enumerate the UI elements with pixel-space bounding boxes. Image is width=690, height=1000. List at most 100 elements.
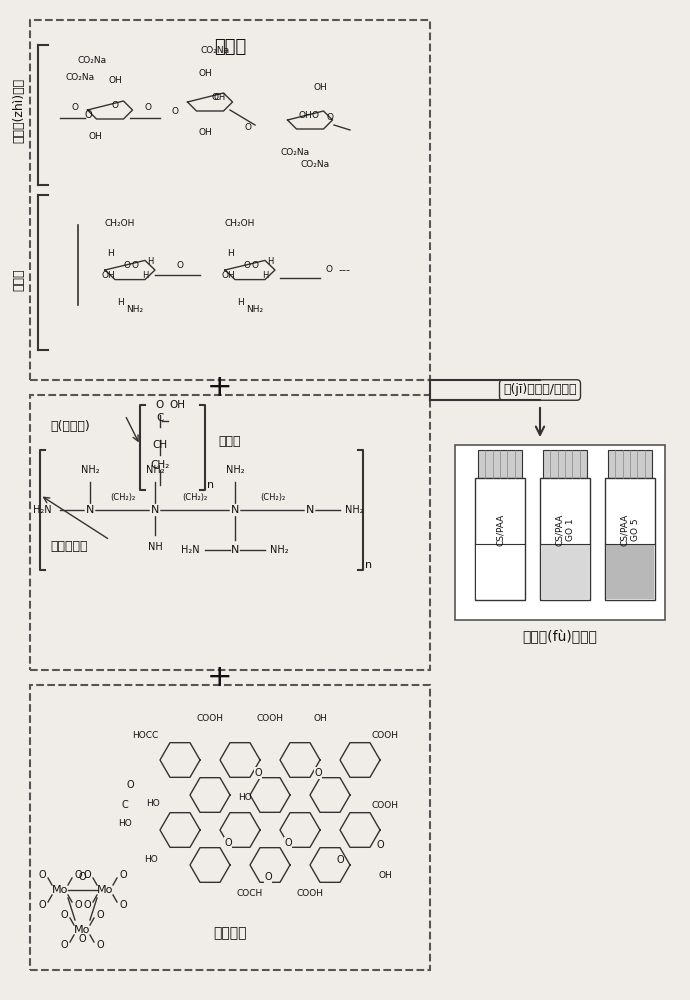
Text: OH: OH (198, 69, 212, 78)
Text: O: O (83, 900, 91, 910)
Text: O: O (96, 940, 104, 950)
Text: CH₂OH: CH₂OH (225, 219, 255, 228)
Text: OH: OH (169, 400, 185, 410)
Text: N: N (86, 505, 95, 515)
Text: O: O (132, 261, 139, 270)
Text: OH: OH (313, 714, 327, 723)
Text: 納米復(fù)合材料: 納米復(fù)合材料 (522, 630, 598, 644)
Text: O: O (111, 101, 118, 110)
Text: 聚合物: 聚合物 (214, 38, 246, 56)
Text: OH: OH (101, 270, 115, 279)
Text: NH: NH (148, 542, 162, 552)
Bar (543, 450, 587, 478)
Bar (605, 478, 655, 600)
Text: CO₂Na: CO₂Na (280, 148, 310, 157)
Text: N: N (306, 505, 314, 515)
Text: O: O (311, 111, 318, 120)
Text: (CH₂)₂: (CH₂)₂ (260, 493, 285, 502)
Text: CH₂OH: CH₂OH (105, 219, 135, 228)
Text: O: O (325, 265, 332, 274)
Text: NH₂: NH₂ (146, 465, 164, 475)
Bar (540, 478, 590, 600)
Text: N: N (151, 505, 159, 515)
Text: O: O (119, 900, 127, 910)
Text: N: N (231, 505, 239, 515)
Bar (608, 450, 652, 478)
Text: O: O (60, 910, 68, 920)
Text: O: O (124, 260, 130, 269)
Text: O: O (78, 872, 86, 882)
Bar (30, 395, 430, 670)
Text: HO: HO (118, 818, 132, 828)
Text: O: O (177, 260, 184, 269)
Text: O: O (75, 900, 82, 910)
Text: CO₂Na: CO₂Na (300, 160, 330, 169)
Text: C: C (121, 800, 128, 810)
Text: n: n (207, 480, 214, 490)
Text: COOH: COOH (297, 889, 324, 898)
Text: H: H (226, 249, 233, 258)
Text: (CH₂)₂: (CH₂)₂ (182, 493, 208, 502)
Text: NH₂: NH₂ (81, 465, 99, 475)
Text: CH: CH (214, 94, 226, 103)
Text: H: H (237, 298, 244, 307)
Text: OH: OH (108, 76, 122, 85)
Text: OH: OH (198, 128, 212, 137)
Text: O: O (119, 870, 127, 880)
Text: +: + (207, 373, 233, 402)
Text: O: O (244, 123, 251, 132)
Text: O: O (314, 768, 322, 778)
Text: H: H (117, 298, 124, 307)
Text: NH₂: NH₂ (345, 505, 364, 515)
Text: COOH: COOH (197, 714, 224, 723)
Text: 機(jī)械混合/聲處理: 機(jī)械混合/聲處理 (503, 383, 577, 396)
Text: O: O (78, 934, 86, 944)
Text: H: H (107, 249, 113, 258)
Text: O: O (38, 870, 46, 880)
Text: O: O (84, 110, 92, 120)
Text: H: H (147, 257, 153, 266)
Text: O: O (144, 103, 152, 111)
Text: H₂N: H₂N (181, 545, 200, 555)
Text: O: O (211, 93, 218, 102)
Text: O: O (38, 900, 46, 910)
Text: NH₂: NH₂ (270, 545, 288, 555)
Text: +: + (207, 664, 233, 692)
Text: OH: OH (221, 270, 235, 279)
Bar (478, 450, 522, 478)
Bar (30, 685, 430, 970)
Text: O: O (376, 840, 384, 850)
Text: CS/PAA
GO 1: CS/PAA GO 1 (555, 514, 575, 546)
Text: HO: HO (144, 856, 158, 864)
Text: O: O (126, 780, 134, 790)
Text: OH: OH (298, 110, 312, 119)
Bar (606, 544, 654, 599)
Text: O: O (284, 838, 292, 848)
Text: COOH: COOH (371, 800, 399, 810)
Text: Mo: Mo (52, 885, 68, 895)
Text: O: O (224, 838, 232, 848)
Bar (476, 544, 524, 599)
Text: O: O (156, 400, 164, 410)
Text: COOH: COOH (371, 731, 399, 740)
Text: C: C (157, 413, 164, 423)
Text: 納米材料: 納米材料 (213, 926, 247, 940)
Text: H: H (142, 270, 148, 279)
Text: O: O (60, 940, 68, 950)
Text: HO: HO (238, 794, 252, 802)
Text: CO₂Na: CO₂Na (200, 46, 230, 55)
Text: CS/PAA: CS/PAA (495, 514, 504, 546)
Bar (541, 544, 589, 599)
Text: ---: --- (338, 265, 350, 275)
Text: (CH₂)₂: (CH₂)₂ (110, 493, 135, 502)
Text: H: H (267, 257, 273, 266)
Text: CH: CH (152, 440, 168, 450)
Text: H: H (262, 270, 268, 279)
Text: O: O (336, 855, 344, 865)
Text: CO₂Na: CO₂Na (66, 73, 95, 82)
Text: O: O (264, 872, 272, 882)
Text: O: O (251, 261, 259, 270)
Text: O: O (244, 260, 250, 269)
Bar (455, 445, 665, 620)
Text: 共聚物: 共聚物 (219, 435, 241, 448)
